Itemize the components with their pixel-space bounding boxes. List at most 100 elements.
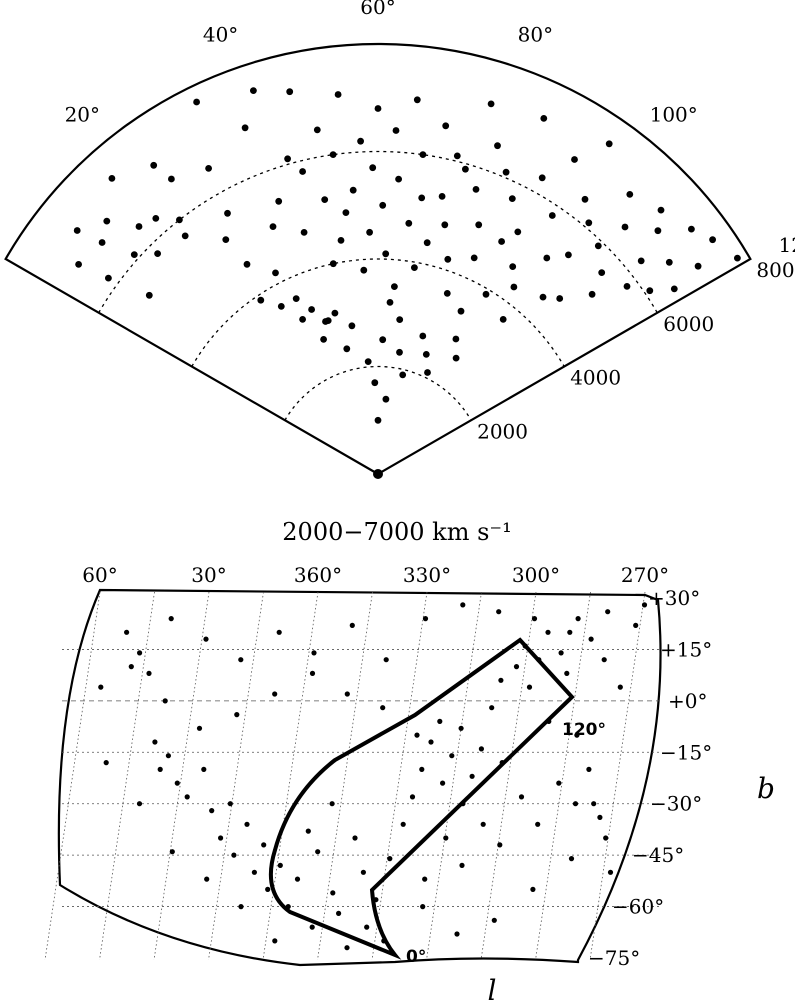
wedge-point (284, 155, 291, 163)
sky-grid-lon (99, 591, 155, 961)
wedge-point (105, 274, 112, 282)
wedge-point (623, 283, 631, 290)
sky-grid-lon (535, 591, 591, 961)
sky-point (513, 664, 520, 670)
wedge-point (670, 285, 678, 293)
sky-point (605, 609, 611, 615)
sky-points (98, 602, 648, 951)
wedge-point (405, 219, 413, 227)
wedge-point (499, 316, 507, 323)
sky-point (157, 766, 163, 773)
sky-x-tick-label: 300° (512, 563, 560, 587)
wedge-point (176, 216, 183, 224)
wedge-point (444, 255, 452, 263)
sky-point (459, 862, 465, 869)
wedge-point (585, 219, 593, 227)
wedge-radius-tick-label: 2000 (477, 419, 528, 443)
sky-region-outline (268, 637, 575, 960)
wedge-point (443, 290, 451, 297)
sky-y-tick-label: −75° (588, 946, 640, 970)
wedge-point (654, 227, 662, 235)
wedge-point (452, 335, 460, 343)
wedge-point (286, 88, 294, 96)
sky-point (603, 835, 609, 841)
sky-point (480, 821, 486, 827)
sky-point (498, 677, 504, 683)
sky-point (588, 636, 594, 642)
sky-point (440, 780, 446, 786)
sky-point (591, 801, 597, 807)
sky-point (209, 808, 215, 814)
wedge-point (494, 142, 501, 150)
sky-point (162, 698, 168, 704)
wedge-point (411, 264, 418, 271)
sky-point (294, 876, 301, 882)
wedge-point (250, 87, 257, 94)
wedge-point (508, 195, 516, 203)
wedge-point (538, 174, 546, 182)
wedge-grid-arc-2000 (284, 365, 472, 421)
wedge-point (382, 395, 390, 403)
sky-point (196, 725, 203, 731)
wedge-point (502, 168, 510, 176)
wedge-radius-ticks: 2000 4000 6000 8000 (477, 258, 795, 443)
wedge-point (626, 191, 634, 198)
wedge-point (108, 175, 116, 182)
wedge-point (419, 332, 427, 340)
wedge-panel: 0°20°40°60°80°100°120° 2000400060008000 (4, 0, 795, 479)
wedge-point (475, 221, 483, 229)
sky-ylabel: b (757, 772, 775, 805)
sky-point (574, 732, 580, 738)
sky-point (443, 835, 449, 841)
sky-point (311, 650, 317, 656)
sky-point (244, 821, 250, 827)
sky-point (184, 794, 190, 800)
sky-point (400, 821, 406, 827)
sky-point (309, 670, 316, 677)
sky-point (261, 842, 267, 848)
wedge-point (581, 195, 589, 203)
sky-point (305, 828, 311, 834)
wedge-radius-tick-label: 4000 (570, 366, 621, 390)
wedge-point (150, 161, 158, 169)
sky-point (136, 801, 143, 807)
sky-point (364, 924, 370, 930)
sky-point (336, 910, 342, 917)
wedge-point (360, 266, 368, 274)
wedge-grid-arc-6000 (98, 150, 658, 314)
sky-point (489, 705, 495, 711)
wedge-point (487, 100, 495, 108)
wedge-point (98, 239, 106, 246)
sky-point (315, 849, 321, 855)
sky-point (607, 869, 614, 875)
wedge-point (657, 206, 665, 214)
wedge-point (694, 262, 702, 270)
sky-point (556, 780, 562, 786)
wedge-point (540, 115, 548, 122)
sky-point (251, 869, 257, 875)
sky-title: 2000−7000 km s⁻¹ (282, 518, 511, 546)
wedge-outline (4, 42, 752, 476)
sky-point (496, 609, 502, 615)
wedge-grid-arc-4000 (191, 258, 565, 367)
sky-point (146, 670, 152, 677)
sky-point (218, 835, 224, 841)
wedge-point (320, 336, 327, 343)
wedge-point (391, 283, 398, 290)
sky-point (137, 650, 143, 656)
sky-point (535, 821, 541, 827)
sky-point (387, 856, 393, 862)
sky-point (152, 739, 158, 745)
wedge-angle-tick-label: 40° (203, 23, 238, 47)
wedge-point (313, 126, 321, 134)
sky-point (344, 691, 350, 697)
sky-point (586, 766, 592, 773)
wedge-point (205, 165, 213, 172)
wedge-point (422, 351, 430, 358)
sky-point (460, 602, 466, 608)
wedge-point (514, 228, 522, 236)
sky-grid-lon (317, 591, 373, 961)
wedge-point (424, 369, 431, 376)
wedge-angle-tick-label: 80° (518, 23, 553, 47)
